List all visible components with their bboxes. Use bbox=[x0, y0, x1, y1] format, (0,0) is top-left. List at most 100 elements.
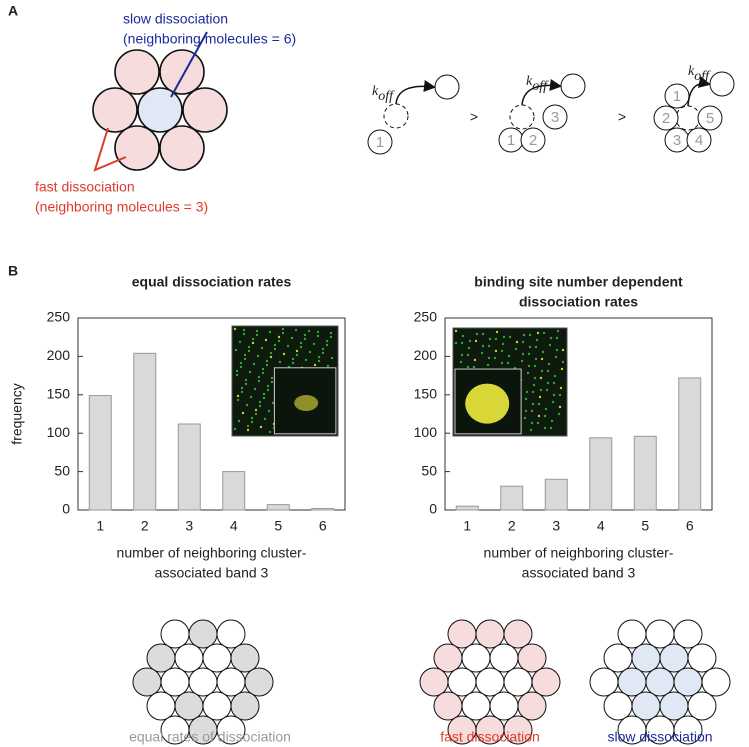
molecule bbox=[489, 643, 519, 673]
inset-dot bbox=[552, 393, 556, 397]
molecule bbox=[603, 643, 633, 673]
y-tick-label: 150 bbox=[47, 386, 71, 402]
bar bbox=[266, 504, 290, 511]
inset-dot bbox=[530, 409, 534, 413]
inset-dot bbox=[526, 371, 530, 375]
inset-dot bbox=[307, 329, 311, 333]
molecule bbox=[686, 127, 712, 153]
inset-dot bbox=[243, 353, 247, 357]
inset-dot bbox=[454, 329, 458, 333]
cluster-label: fast dissociation bbox=[440, 729, 540, 745]
bar bbox=[633, 435, 657, 511]
molecule bbox=[461, 691, 491, 721]
cluster-label: equal rates of dissociation bbox=[129, 729, 291, 745]
separator: > bbox=[618, 109, 626, 125]
molecule bbox=[517, 643, 547, 673]
molecule bbox=[617, 619, 647, 649]
inset-dot bbox=[270, 380, 274, 384]
molecule bbox=[202, 691, 232, 721]
koff-sub: off bbox=[532, 79, 549, 94]
inset-dot bbox=[500, 361, 504, 365]
molecule bbox=[697, 105, 723, 131]
inset-dot bbox=[240, 386, 244, 390]
inset-dot bbox=[521, 340, 525, 344]
koff-k: k bbox=[526, 74, 533, 89]
inset-dot bbox=[239, 365, 243, 369]
inset-dot bbox=[533, 364, 537, 368]
inset-dot bbox=[528, 345, 532, 349]
inset-dot bbox=[501, 342, 505, 346]
inset-dot bbox=[273, 343, 277, 347]
molecule-leaving bbox=[383, 103, 409, 129]
inset-dot bbox=[534, 357, 538, 361]
inset-dot bbox=[250, 416, 254, 420]
molecule bbox=[230, 643, 260, 673]
inset-dot bbox=[265, 359, 269, 363]
bar bbox=[311, 507, 335, 511]
molecule-number: 1 bbox=[376, 134, 384, 151]
x-tick-label: 3 bbox=[552, 518, 560, 534]
molecule bbox=[542, 104, 568, 130]
molecule bbox=[631, 643, 661, 673]
inset-dot bbox=[554, 355, 558, 359]
inset-dot bbox=[262, 392, 266, 396]
inset-dot bbox=[316, 334, 320, 338]
x-axis-label: associated band 3 bbox=[155, 565, 269, 581]
koff: koff bbox=[688, 64, 711, 84]
inset-dot bbox=[475, 332, 479, 336]
inset-dot bbox=[255, 329, 259, 333]
x-axis-label: number of neighboring cluster- bbox=[117, 545, 307, 561]
koff: koff bbox=[526, 74, 549, 94]
plot-frame bbox=[444, 317, 713, 511]
molecule bbox=[659, 691, 689, 721]
inset-dot bbox=[561, 360, 565, 364]
molecule bbox=[589, 667, 619, 697]
molecule bbox=[188, 619, 218, 649]
arrow bbox=[521, 79, 562, 106]
inset-dot bbox=[330, 356, 334, 360]
molecule bbox=[645, 667, 675, 697]
inset-dot bbox=[533, 376, 537, 380]
inset-dot bbox=[264, 338, 268, 342]
inset-dot bbox=[460, 353, 464, 357]
molecule-free bbox=[560, 73, 586, 99]
inset-dot bbox=[481, 332, 485, 336]
inset-dot bbox=[534, 345, 538, 349]
inset-dot bbox=[325, 339, 329, 343]
molecule bbox=[447, 667, 477, 697]
inset-dot bbox=[281, 331, 285, 335]
inset-dot bbox=[495, 330, 499, 334]
inset-dot bbox=[532, 383, 536, 387]
molecule bbox=[517, 691, 547, 721]
inset-dot bbox=[321, 347, 325, 351]
inset-dot bbox=[524, 397, 528, 401]
inset-dot bbox=[242, 332, 246, 336]
inset-dot bbox=[247, 349, 251, 353]
inset-dot bbox=[325, 343, 329, 347]
inset-dot bbox=[502, 335, 506, 339]
molecule-leaving bbox=[675, 105, 701, 131]
x-tick-label: 2 bbox=[141, 518, 149, 534]
y-tick-label: 50 bbox=[54, 462, 70, 478]
arrow bbox=[687, 76, 711, 107]
bottom-clusters: equal rates of dissociation fast dissocia… bbox=[129, 619, 731, 745]
bar bbox=[589, 437, 613, 511]
molecule bbox=[631, 691, 661, 721]
inset-dot bbox=[240, 390, 244, 394]
y-tick-label: 50 bbox=[421, 462, 437, 478]
inset-dot bbox=[493, 356, 497, 360]
inset-dot bbox=[548, 343, 552, 347]
molecule bbox=[202, 643, 232, 673]
molecule-free bbox=[434, 74, 460, 100]
inset-dot bbox=[238, 340, 242, 344]
y-tick-label: 200 bbox=[47, 347, 71, 363]
bar bbox=[544, 478, 568, 511]
molecule bbox=[433, 691, 463, 721]
inset-dot bbox=[558, 405, 562, 409]
molecule bbox=[447, 619, 477, 649]
inset-dot bbox=[253, 387, 257, 391]
inset-dot bbox=[506, 361, 510, 365]
molecule bbox=[367, 129, 393, 155]
x-tick-label: 3 bbox=[185, 518, 193, 534]
inset-dot bbox=[555, 348, 559, 352]
